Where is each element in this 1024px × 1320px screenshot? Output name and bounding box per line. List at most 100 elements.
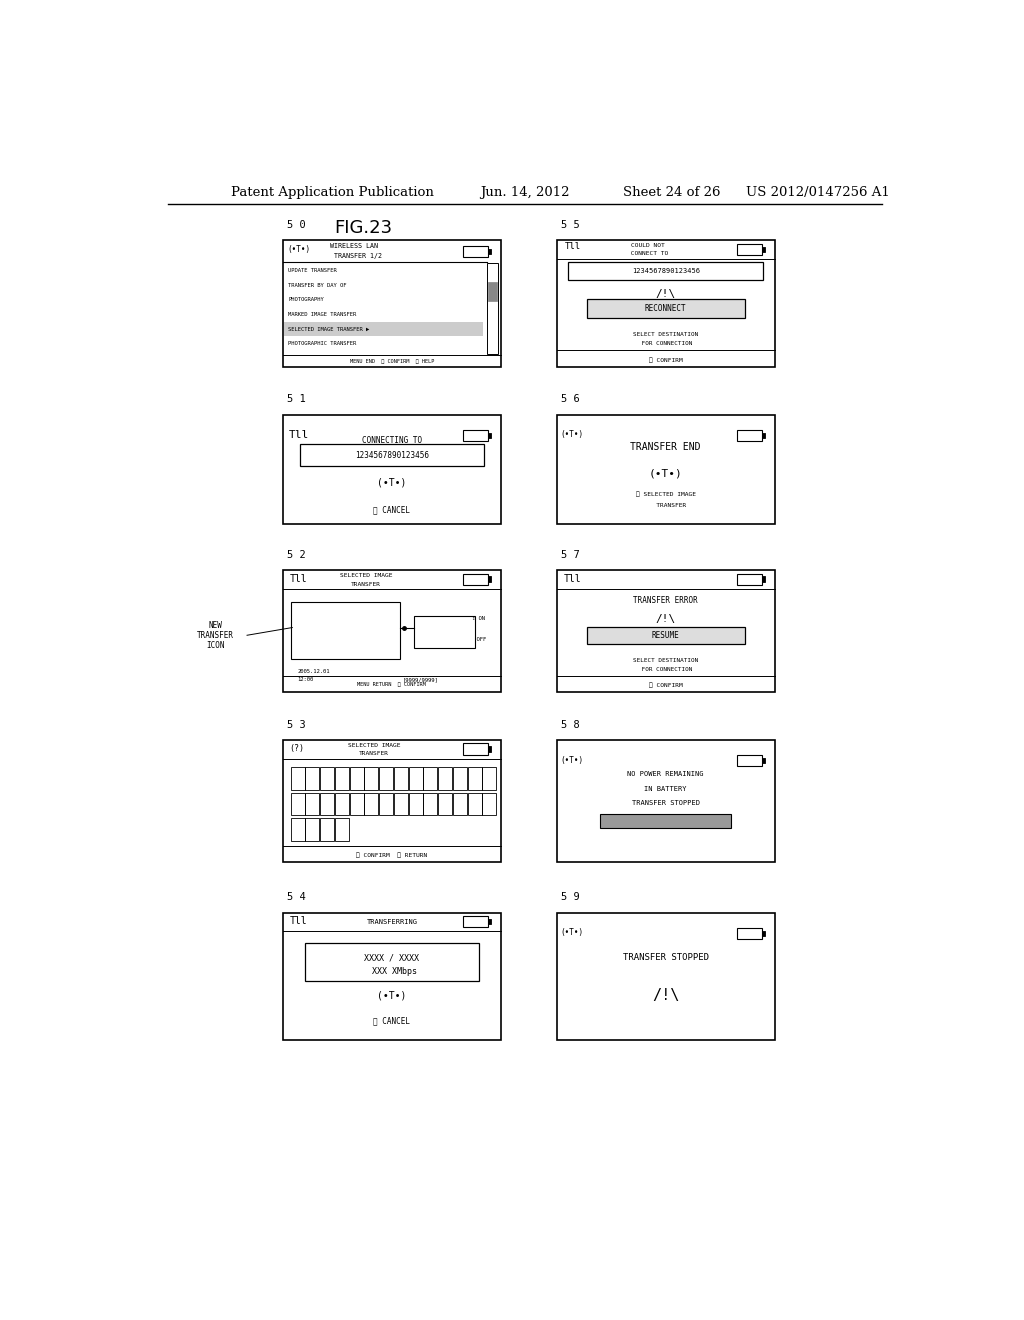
Bar (587, 627, 744, 644)
Text: SELECTED IMAGE: SELECTED IMAGE (348, 743, 400, 748)
Text: Patent Application Publication: Patent Application Publication (231, 186, 434, 199)
Text: XXX XMbps: XXX XMbps (367, 966, 417, 975)
Text: OFF: OFF (470, 636, 486, 642)
Bar (568, 261, 763, 280)
Bar (409, 767, 423, 789)
Bar (291, 767, 305, 789)
Text: MENU END  ⓞ CONFIRM  ⓕ HELP: MENU END ⓞ CONFIRM ⓕ HELP (349, 359, 434, 363)
Text: TRANSFERRING: TRANSFERRING (367, 919, 418, 925)
Text: 5 7: 5 7 (560, 550, 580, 560)
Bar (283, 912, 501, 1040)
Bar (736, 928, 762, 939)
Text: 5 4: 5 4 (287, 892, 305, 903)
Text: TRANSFER BY DAY OF: TRANSFER BY DAY OF (289, 282, 347, 288)
Bar (283, 240, 501, 367)
Text: RECONNECT: RECONNECT (645, 304, 686, 313)
Bar (557, 240, 775, 367)
Text: TRANSFER: TRANSFER (359, 751, 389, 756)
Bar (321, 767, 334, 789)
Bar (488, 919, 492, 924)
Bar (438, 793, 453, 816)
Bar (283, 739, 501, 862)
Text: COULD NOT: COULD NOT (631, 243, 665, 248)
Bar (305, 818, 319, 841)
Text: NO POWER REMAINING: NO POWER REMAINING (628, 771, 703, 777)
Text: WIRELESS LAN: WIRELESS LAN (330, 243, 378, 249)
Text: SELECTED IMAGE: SELECTED IMAGE (340, 573, 392, 578)
Text: (•T•): (•T•) (377, 478, 407, 487)
Bar (365, 767, 379, 789)
Bar (438, 767, 453, 789)
Text: RESUME: RESUME (652, 631, 680, 640)
Bar (394, 767, 408, 789)
Text: TRANSFER: TRANSFER (645, 503, 686, 508)
Text: 5 0: 5 0 (287, 219, 305, 230)
Bar (349, 793, 364, 816)
Bar (305, 793, 319, 816)
Text: ⇕ ON: ⇕ ON (472, 616, 484, 622)
Bar (463, 916, 488, 927)
Bar (283, 414, 501, 524)
Text: 1234567890123456: 1234567890123456 (355, 450, 429, 459)
Text: (•T•): (•T•) (561, 755, 584, 764)
Text: /!\: /!\ (652, 987, 679, 1003)
Text: Tll: Tll (290, 916, 307, 925)
Text: UPDATE TRANSFER: UPDATE TRANSFER (289, 268, 337, 273)
Text: FIG.23: FIG.23 (334, 219, 392, 236)
Text: PHOTOGRAPHY: PHOTOGRAPHY (289, 297, 324, 302)
Bar (762, 931, 765, 936)
Bar (557, 739, 775, 862)
Bar (453, 793, 467, 816)
Bar (468, 767, 481, 789)
Bar (487, 281, 497, 301)
Text: Sheet 24 of 26: Sheet 24 of 26 (623, 186, 720, 199)
Bar (463, 246, 488, 257)
Bar (736, 244, 762, 255)
Bar (409, 793, 423, 816)
Bar (414, 616, 475, 648)
Bar (488, 248, 492, 255)
Text: TRANSFER ERROR: TRANSFER ERROR (633, 597, 698, 605)
Text: (?): (?) (290, 743, 304, 752)
Bar (557, 912, 775, 1040)
Text: US 2012/0147256 A1: US 2012/0147256 A1 (746, 186, 890, 199)
Bar (600, 814, 731, 828)
Text: PHOTOGRAPHIC TRANSFER: PHOTOGRAPHIC TRANSFER (289, 342, 356, 346)
Text: Tll: Tll (563, 574, 582, 583)
Text: [9999/9999]: [9999/9999] (402, 677, 438, 682)
Bar (335, 793, 349, 816)
Text: /!\: /!\ (655, 289, 676, 300)
Bar (762, 758, 765, 763)
Bar (379, 793, 393, 816)
Text: ⓞ CANCEL: ⓞ CANCEL (374, 506, 411, 515)
Bar (463, 574, 488, 585)
Text: IN BATTERY: IN BATTERY (644, 785, 687, 792)
Text: FOR CONNECTION: FOR CONNECTION (639, 341, 693, 346)
Text: ICON: ICON (206, 642, 224, 649)
Bar (424, 767, 437, 789)
Bar (736, 430, 762, 441)
Text: (•T•): (•T•) (287, 246, 310, 255)
Text: 5 2: 5 2 (287, 550, 305, 560)
Bar (379, 767, 393, 789)
Text: SELECT DESTINATION: SELECT DESTINATION (633, 659, 698, 664)
Text: Tll: Tll (564, 242, 581, 251)
Bar (365, 793, 379, 816)
Text: ⓞ CONFIRM  ⓕ RETURN: ⓞ CONFIRM ⓕ RETURN (356, 853, 427, 858)
Bar (486, 263, 498, 354)
Text: (•T•): (•T•) (649, 469, 683, 479)
Text: (•T•): (•T•) (377, 990, 407, 1001)
Text: MARKED IMAGE TRANSFER: MARKED IMAGE TRANSFER (289, 312, 356, 317)
Bar (321, 793, 334, 816)
Text: 1234567890123456: 1234567890123456 (632, 268, 699, 275)
Text: ⓞ CONFIRM: ⓞ CONFIRM (649, 356, 683, 363)
Bar (300, 444, 483, 466)
Bar (291, 602, 399, 659)
Text: TRANSFER END: TRANSFER END (631, 442, 700, 453)
Text: 5 1: 5 1 (287, 395, 305, 404)
Text: SELECTED IMAGE TRANSFER ▶: SELECTED IMAGE TRANSFER ▶ (289, 326, 370, 331)
Bar (424, 793, 437, 816)
Text: ⓞ SELECTED IMAGE: ⓞ SELECTED IMAGE (636, 492, 695, 498)
Bar (335, 818, 349, 841)
Text: TRANSFER 1/2: TRANSFER 1/2 (327, 252, 382, 259)
